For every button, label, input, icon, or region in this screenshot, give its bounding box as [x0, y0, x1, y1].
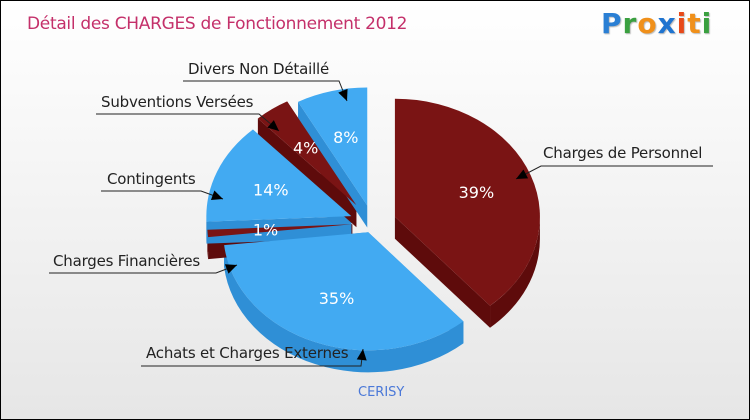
leader-arrow-icon: [267, 120, 279, 131]
leader-arrow-icon: [516, 169, 529, 179]
logo-letter: r: [622, 7, 638, 40]
logo-letter: t: [687, 7, 702, 40]
slice-percent-label: 8%: [333, 128, 358, 147]
leader-line: [96, 113, 280, 132]
pie-slice: [207, 224, 353, 238]
label-charges-de-personnel: Charges de Personnel: [543, 144, 703, 162]
label-contingents: Contingents: [107, 170, 196, 188]
slice-rim: [490, 216, 540, 328]
label-charges-financieres: Charges Financières: [53, 252, 201, 270]
chart-subtitle-city: CERISY: [358, 385, 405, 400]
label-divers-non-detaille: Divers Non Détaillé: [188, 60, 330, 78]
slice-percent-label: 1%: [253, 221, 278, 240]
slice-percent-label: 35%: [319, 289, 355, 308]
leader-line: [515, 165, 713, 180]
leader-arrow-icon: [356, 349, 367, 361]
pie-slice: [206, 129, 352, 222]
chart-title: Détail des CHARGES de Fonctionnement 201…: [27, 14, 408, 34]
pie-slice: [257, 101, 357, 206]
logo-letter: o: [637, 7, 658, 40]
label-subventions-versees: Subventions Versées: [101, 93, 254, 111]
slice-percent-label: 39%: [459, 183, 495, 202]
leader-arrow-icon: [338, 88, 348, 101]
logo-letter: x: [657, 7, 677, 40]
slice-rim: [224, 245, 464, 373]
leader-arrow-icon: [224, 264, 237, 274]
slice-percent-label: 14%: [253, 180, 289, 199]
slice-percent-label: 4%: [293, 139, 318, 158]
pie-slice: [298, 87, 368, 206]
logo-letter: P: [601, 7, 623, 40]
leader-line: [101, 190, 224, 200]
logo-letter: i: [676, 7, 688, 40]
slice-side-wall: [394, 216, 491, 328]
pie-slice: [224, 232, 464, 351]
leader-arrow-icon: [210, 190, 223, 200]
label-achats-et-charges-externes: Achats et Charges Externes: [146, 344, 349, 362]
pie-slice: [394, 98, 540, 306]
proxiti-logo: Proxiti: [601, 7, 712, 40]
logo-letter: i: [701, 7, 713, 40]
